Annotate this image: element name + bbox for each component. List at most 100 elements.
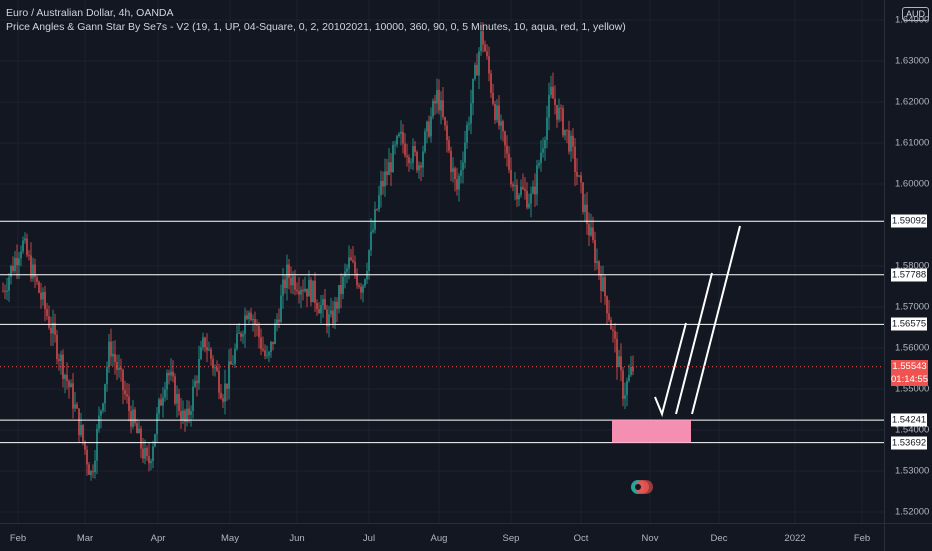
candle-up (292, 276, 294, 286)
candle-down (30, 255, 32, 279)
candle-down (58, 359, 60, 361)
candle-up (108, 341, 110, 367)
projection-line-2[interactable] (675, 272, 713, 415)
candle-down (180, 411, 182, 421)
candle-down (476, 64, 478, 76)
candle-down (442, 100, 444, 118)
candle-up (132, 409, 134, 427)
chart-area[interactable]: Euro / Australian Dollar, 4h, OANDA Pric… (0, 0, 884, 523)
candle-up (330, 310, 332, 315)
candle-down (414, 146, 416, 153)
candle-down (620, 356, 622, 371)
symbol-title[interactable]: Euro / Australian Dollar, 4h, OANDA (6, 7, 174, 19)
candle-down (316, 303, 318, 310)
candle-down (406, 155, 408, 158)
price-tick-label: 1.53000 (895, 465, 930, 477)
candle-down (534, 186, 536, 195)
currency-badge[interactable]: AUD (902, 7, 930, 21)
candle-down (600, 274, 602, 291)
candle-down (350, 257, 352, 261)
candle-down (482, 31, 484, 45)
target-zone[interactable] (612, 420, 691, 443)
candle-down (16, 257, 18, 266)
projection-line-3[interactable] (691, 225, 741, 415)
axis-corner (884, 523, 932, 551)
candle-down (562, 108, 564, 136)
candle-up (544, 140, 546, 149)
candle-up (32, 264, 34, 279)
candle-up (90, 471, 92, 475)
current-price-label: 1.55543 (892, 360, 927, 372)
candle-up (328, 314, 330, 327)
candle-down (134, 409, 136, 424)
candle-down (290, 277, 292, 286)
candle-down (434, 100, 436, 104)
time-label: May (221, 533, 239, 544)
candle-up (518, 195, 520, 200)
time-label: Mar (76, 533, 94, 544)
candle-up (252, 319, 254, 320)
candle-down (250, 312, 252, 320)
candle-up (96, 428, 98, 461)
candle-down (358, 285, 360, 287)
price-scale[interactable]: AUD 1.64000 1.63000 1.62000 1.61000 1.60000 1… (884, 0, 932, 523)
candle-down (402, 131, 404, 144)
candle-up (24, 238, 26, 241)
candle-down (278, 319, 280, 322)
candle-up (280, 295, 282, 322)
indicator-legend[interactable]: Price Angles & Gann Star By Se7s - V2 (1… (6, 21, 626, 33)
candle-up (364, 279, 366, 286)
candle-down (506, 145, 508, 154)
replay-icon[interactable] (630, 479, 656, 495)
candle-up (104, 384, 106, 404)
candle-up (530, 193, 532, 204)
candle-up (422, 151, 424, 168)
price-chart[interactable] (0, 0, 884, 523)
candles (2, 22, 634, 481)
horizontal-levels[interactable] (0, 220, 884, 444)
price-tick-label: 1.62000 (895, 96, 930, 108)
candle-up (270, 341, 272, 353)
candle-up (304, 288, 306, 292)
candle-up (578, 175, 580, 177)
candle-up (158, 399, 160, 414)
candle-up (334, 301, 336, 324)
price-tick-label: 1.60000 (895, 178, 930, 190)
candle-up (370, 231, 372, 251)
candle-up (478, 51, 480, 76)
candle-up (100, 410, 102, 416)
candle-up (432, 100, 434, 117)
candle-up (396, 136, 398, 145)
candle-down (38, 281, 40, 293)
candle-up (106, 366, 108, 385)
candle-down (508, 153, 510, 170)
projection-lines[interactable] (654, 225, 741, 418)
candle-up (564, 129, 566, 136)
candle-down (360, 286, 362, 293)
candle-up (474, 64, 476, 79)
candle-up (94, 460, 96, 473)
candle-up (500, 121, 502, 126)
projection-line-1[interactable] (654, 322, 687, 418)
candle-up (198, 359, 200, 384)
candle-up (384, 171, 386, 187)
candle-down (376, 209, 378, 211)
candle-up (426, 121, 428, 132)
candle-down (446, 125, 448, 141)
candle-down (332, 310, 334, 324)
time-axis[interactable]: Feb Mar Apr May Jun Jul Aug Sep Oct Nov Dec 2022 Feb (0, 523, 884, 551)
candle-down (84, 441, 86, 450)
candle-down (454, 168, 456, 180)
chart-header: Euro / Australian Dollar, 4h, OANDA Pric… (6, 6, 626, 34)
candle-down (492, 92, 494, 104)
candle-up (232, 363, 234, 365)
candle-up (236, 333, 238, 349)
candle-up (228, 361, 230, 389)
time-label: Oct (573, 533, 589, 544)
candle-down (260, 337, 262, 349)
candle-down (574, 146, 576, 172)
candle-up (372, 229, 374, 232)
candle-up (182, 410, 184, 421)
candle-down (110, 341, 112, 357)
candle-down (324, 299, 326, 310)
